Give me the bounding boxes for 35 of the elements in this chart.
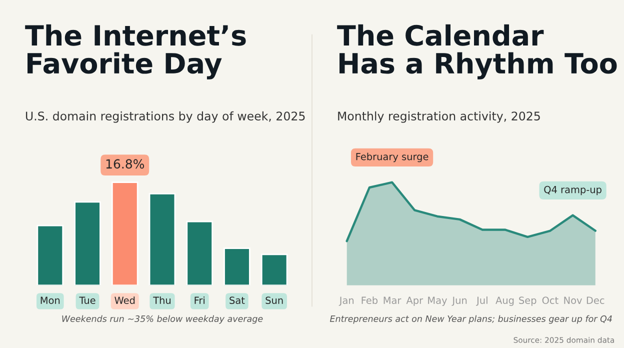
x-tick-label: Sun xyxy=(266,296,283,304)
annotation: February surge xyxy=(356,152,428,162)
chart-title: The Calendar Has a Rhythm Too xyxy=(337,24,617,80)
x-tick-label: Mar xyxy=(384,296,402,304)
x-tick-label: Mon xyxy=(40,296,60,304)
x-tick-label: Oct xyxy=(542,296,558,304)
chart-subtitle: Monthly registration activity, 2025 xyxy=(338,111,540,123)
x-tick-label: Sep xyxy=(519,296,536,306)
annotation: Q4 ramp-up xyxy=(544,186,602,196)
x-tick-label: Jan xyxy=(338,296,354,306)
x-tick-label: Aug xyxy=(496,296,514,306)
bar xyxy=(36,224,64,286)
bar xyxy=(260,254,288,286)
chart-subtitle: U.S. domain registrations by day of week, 2025 xyxy=(26,111,305,123)
bar xyxy=(111,182,138,286)
x-tick-label: Sat xyxy=(230,296,245,304)
x-tick-label: Feb xyxy=(362,296,378,304)
x-tick-label: Dec xyxy=(586,296,604,304)
x-tick-label: May xyxy=(428,296,447,306)
annotation: 16.8% xyxy=(106,159,144,169)
x-tick-label: Jul xyxy=(476,296,488,306)
text: Entrepreneurs act on New Year plans; businesses gear up for Q4 xyxy=(330,315,612,324)
bar xyxy=(186,220,214,286)
bar xyxy=(224,248,250,286)
x-tick-label: Jun xyxy=(452,296,467,306)
x-tick-label: Nov xyxy=(564,296,582,304)
chart-title: The Internet’s Favorite Day xyxy=(25,24,246,80)
x-tick-label: Tue xyxy=(79,296,96,304)
bar xyxy=(74,201,101,286)
x-tick-label: Thu xyxy=(153,296,170,304)
bar xyxy=(148,192,176,286)
x-tick-label: Wed xyxy=(114,296,135,304)
text: Weekends run ~35% below weekday average xyxy=(62,315,263,324)
x-tick-label: Fri xyxy=(194,296,204,304)
x-tick-label: Apr xyxy=(406,296,424,306)
